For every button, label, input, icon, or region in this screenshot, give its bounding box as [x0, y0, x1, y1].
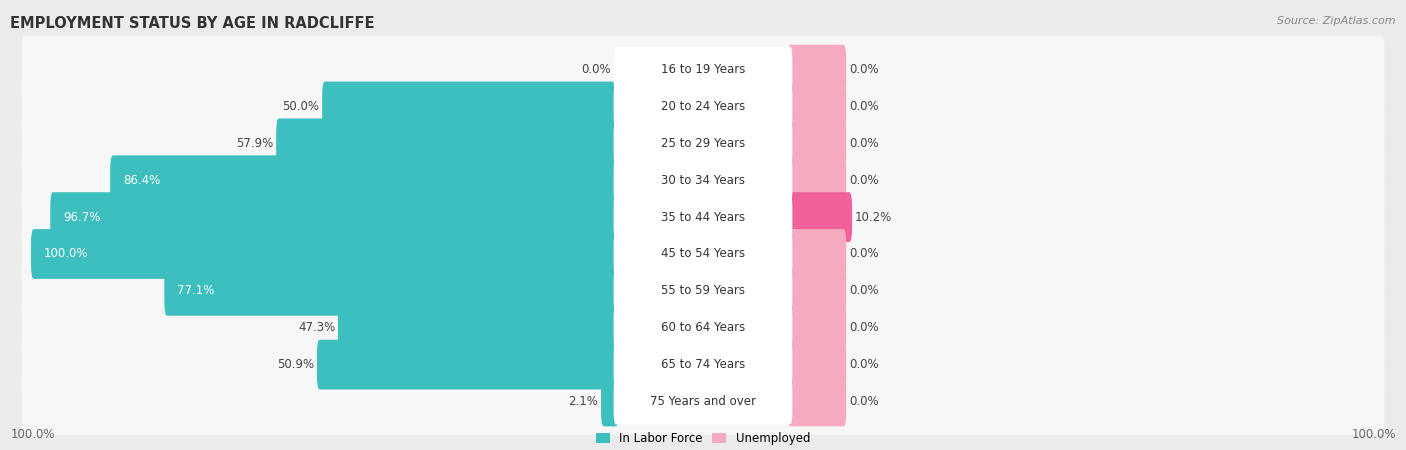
FancyBboxPatch shape — [21, 294, 1385, 361]
FancyBboxPatch shape — [21, 36, 1385, 103]
FancyBboxPatch shape — [51, 192, 619, 242]
Text: 50.0%: 50.0% — [283, 100, 319, 113]
FancyBboxPatch shape — [21, 73, 1385, 140]
Text: 0.0%: 0.0% — [849, 137, 879, 150]
Text: 100.0%: 100.0% — [1351, 428, 1396, 441]
Text: 45 to 54 Years: 45 to 54 Years — [661, 248, 745, 261]
Text: 100.0%: 100.0% — [44, 248, 89, 261]
Text: 0.0%: 0.0% — [849, 174, 879, 187]
Text: 0.0%: 0.0% — [849, 248, 879, 261]
Text: 50.9%: 50.9% — [277, 358, 315, 371]
FancyBboxPatch shape — [613, 47, 793, 93]
Text: Source: ZipAtlas.com: Source: ZipAtlas.com — [1277, 16, 1396, 26]
Text: 55 to 59 Years: 55 to 59 Years — [661, 284, 745, 297]
FancyBboxPatch shape — [613, 378, 793, 424]
FancyBboxPatch shape — [787, 81, 846, 131]
FancyBboxPatch shape — [787, 118, 846, 168]
FancyBboxPatch shape — [613, 231, 793, 277]
FancyBboxPatch shape — [787, 340, 846, 390]
FancyBboxPatch shape — [787, 266, 846, 316]
Text: 0.0%: 0.0% — [581, 63, 610, 76]
FancyBboxPatch shape — [613, 305, 793, 351]
Text: 16 to 19 Years: 16 to 19 Years — [661, 63, 745, 76]
FancyBboxPatch shape — [322, 81, 619, 131]
Text: 0.0%: 0.0% — [849, 395, 879, 408]
Text: 0.0%: 0.0% — [849, 321, 879, 334]
FancyBboxPatch shape — [21, 184, 1385, 251]
FancyBboxPatch shape — [602, 377, 619, 426]
FancyBboxPatch shape — [316, 340, 619, 390]
Text: 60 to 64 Years: 60 to 64 Years — [661, 321, 745, 334]
Text: 0.0%: 0.0% — [849, 100, 879, 113]
FancyBboxPatch shape — [165, 266, 619, 316]
FancyBboxPatch shape — [276, 118, 619, 168]
Text: 47.3%: 47.3% — [298, 321, 335, 334]
Text: 20 to 24 Years: 20 to 24 Years — [661, 100, 745, 113]
Text: 2.1%: 2.1% — [568, 395, 599, 408]
FancyBboxPatch shape — [21, 220, 1385, 288]
FancyBboxPatch shape — [613, 342, 793, 387]
FancyBboxPatch shape — [787, 45, 846, 94]
FancyBboxPatch shape — [21, 110, 1385, 177]
FancyBboxPatch shape — [337, 303, 619, 353]
Text: 0.0%: 0.0% — [849, 358, 879, 371]
FancyBboxPatch shape — [787, 303, 846, 353]
Text: 57.9%: 57.9% — [236, 137, 274, 150]
Text: 86.4%: 86.4% — [122, 174, 160, 187]
FancyBboxPatch shape — [613, 194, 793, 240]
Text: 96.7%: 96.7% — [63, 211, 100, 224]
FancyBboxPatch shape — [21, 368, 1385, 435]
Text: 75 Years and over: 75 Years and over — [650, 395, 756, 408]
Text: 0.0%: 0.0% — [849, 63, 879, 76]
Legend: In Labor Force, Unemployed: In Labor Force, Unemployed — [596, 432, 810, 445]
FancyBboxPatch shape — [21, 147, 1385, 214]
FancyBboxPatch shape — [613, 268, 793, 314]
FancyBboxPatch shape — [613, 157, 793, 203]
Text: 35 to 44 Years: 35 to 44 Years — [661, 211, 745, 224]
Text: 100.0%: 100.0% — [10, 428, 55, 441]
Text: 30 to 34 Years: 30 to 34 Years — [661, 174, 745, 187]
Text: EMPLOYMENT STATUS BY AGE IN RADCLIFFE: EMPLOYMENT STATUS BY AGE IN RADCLIFFE — [10, 16, 375, 31]
FancyBboxPatch shape — [787, 377, 846, 426]
FancyBboxPatch shape — [787, 192, 852, 242]
FancyBboxPatch shape — [31, 229, 619, 279]
FancyBboxPatch shape — [110, 155, 619, 205]
FancyBboxPatch shape — [21, 331, 1385, 398]
FancyBboxPatch shape — [21, 257, 1385, 324]
FancyBboxPatch shape — [787, 155, 846, 205]
FancyBboxPatch shape — [613, 83, 793, 130]
FancyBboxPatch shape — [613, 120, 793, 166]
Text: 10.2%: 10.2% — [855, 211, 891, 224]
Text: 25 to 29 Years: 25 to 29 Years — [661, 137, 745, 150]
Text: 77.1%: 77.1% — [177, 284, 215, 297]
FancyBboxPatch shape — [787, 229, 846, 279]
Text: 0.0%: 0.0% — [849, 284, 879, 297]
Text: 65 to 74 Years: 65 to 74 Years — [661, 358, 745, 371]
